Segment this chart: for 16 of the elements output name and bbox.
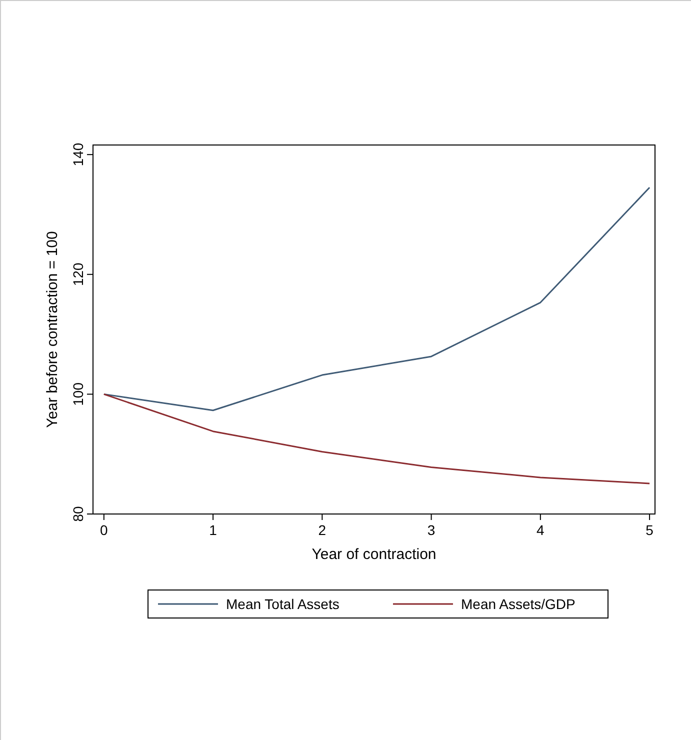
y-axis-title: Year before contraction = 100 [44, 231, 61, 428]
legend-label: Mean Assets/GDP [461, 596, 576, 612]
x-tick-label: 0 [100, 522, 108, 538]
x-tick-label: 3 [427, 522, 436, 538]
y-tick-label: 120 [70, 262, 86, 286]
x-tick-label: 1 [209, 522, 218, 538]
line-series [103, 186, 650, 412]
y-tick-label: 80 [70, 506, 86, 522]
y-tick-label: 140 [70, 142, 86, 166]
legend-label: Mean Total Assets [226, 596, 340, 612]
x-tick-label: 2 [318, 522, 326, 538]
x-tick-label: 4 [536, 522, 545, 538]
x-axis-title: Year of contraction [312, 546, 436, 563]
x-tick-label: 5 [646, 522, 654, 538]
line-series [103, 393, 650, 484]
y-tick-label: 100 [70, 382, 86, 406]
